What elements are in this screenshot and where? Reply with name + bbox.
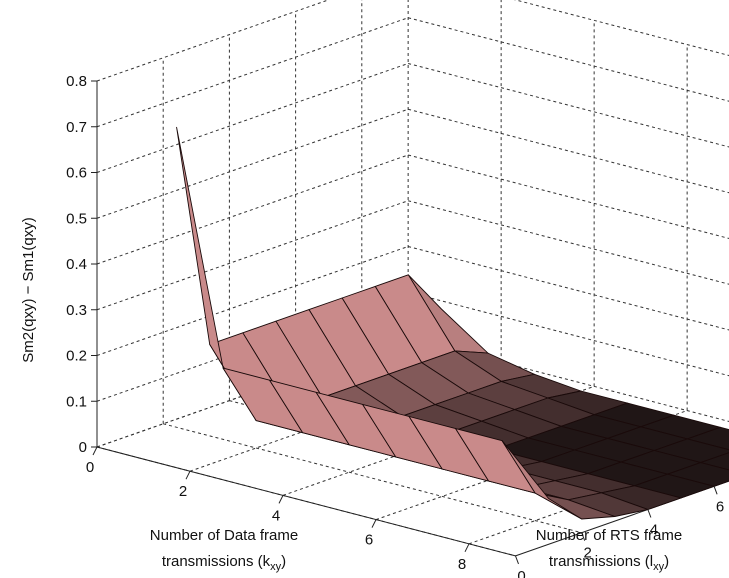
z-tick-label: 0.1: [66, 393, 87, 410]
z-tick-label: 0.7: [66, 119, 87, 136]
grid-line-leftwall-z: [96, 245, 409, 356]
z-axis-label: Sm2(qxy) − Sm1(qxy): [20, 217, 37, 362]
l-tick-mark: [581, 532, 586, 541]
grid-line-leftwall-z: [96, 17, 409, 128]
k-tick-label: 8: [458, 556, 466, 573]
grid-line-backwall-z: [408, 245, 729, 331]
grid-line-leftwall-z: [96, 62, 409, 173]
z-tick-label: 0.2: [66, 348, 87, 365]
k-axis-line: [96, 446, 516, 557]
k-tick-label: 2: [179, 483, 187, 500]
grid-line-backwall-z: [408, 154, 729, 239]
x-axis-label-line1: Number of Data frame: [150, 527, 298, 544]
surface-patch: [501, 440, 583, 520]
k-tick-mark: [464, 543, 470, 553]
k-tick-mark: [278, 495, 284, 504]
grid-line-backwall-z: [408, 17, 729, 102]
grid-line-backwall-z: [513, 0, 729, 56]
grid-line-backwall-z: [408, 200, 729, 285]
grid-line-leftwall-z: [96, 0, 330, 82]
l-tick-mark: [713, 486, 718, 495]
z-tick-label: 0.5: [66, 210, 87, 227]
z-tick-label: 0.3: [66, 302, 87, 319]
grid-line-leftwall-z: [96, 200, 409, 311]
z-tick-label: 0.4: [66, 256, 87, 273]
l-tick-label: 4: [650, 522, 658, 539]
l-tick-label: 6: [716, 498, 724, 515]
l-tick-mark: [647, 509, 652, 518]
k-tick-mark: [185, 470, 191, 480]
y-axis-label-line2: transmissions (lxy): [549, 553, 669, 573]
k-tick-label: 4: [272, 507, 280, 524]
grid-line-leftwall-z: [96, 108, 409, 219]
grid-line-backwall-z: [408, 62, 729, 148]
k-tick-mark: [371, 519, 377, 528]
k-tick-label: 0: [86, 459, 94, 476]
z-tick-label: 0: [79, 439, 87, 456]
tick-layer: 00.10.20.30.40.50.60.70.80246802468: [66, 73, 724, 578]
l-tick-label: 2: [584, 545, 592, 562]
l-tick-mark: [515, 555, 519, 565]
z-tick-label: 0.6: [66, 165, 87, 182]
l-tick-label: 0: [517, 568, 525, 578]
grid-line-backwall-z: [408, 108, 729, 194]
surface-layer: [176, 126, 729, 520]
grid-line-backwall-z: [408, 291, 729, 377]
grid-line-floor-l: [163, 423, 582, 534]
surface-patch: [700, 452, 729, 471]
k-tick-mark: [92, 446, 98, 456]
grid-line-leftwall-z: [96, 154, 409, 265]
x-axis-label-line2: transmissions (kxy): [162, 553, 286, 573]
z-tick-label: 0.8: [66, 73, 87, 90]
k-tick-label: 6: [365, 532, 373, 549]
y-axis-label-line1: Number of RTS frame: [536, 527, 682, 544]
